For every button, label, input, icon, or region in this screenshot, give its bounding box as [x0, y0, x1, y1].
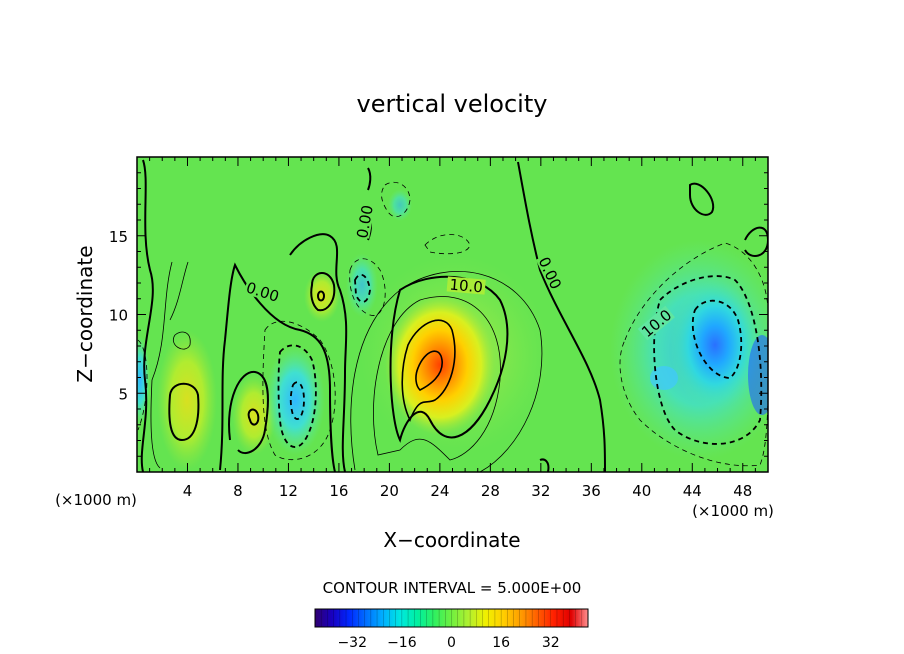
plot-area	[137, 157, 768, 472]
x-axis: 4 8 12 16 20 24 28 32 36 40 44 48	[149, 157, 756, 500]
contours-positive-thin	[150, 261, 543, 472]
x-tick-label: 8	[233, 482, 243, 500]
weak-downdraft-mid	[265, 345, 325, 455]
colorbar-frame	[314, 608, 589, 628]
colorbar: −32 −16 0 16 32	[314, 608, 589, 651]
contours-negative-thick	[277, 273, 763, 448]
contour-label-text: 10.0	[449, 276, 484, 297]
colorbar-tick-label: −32	[337, 635, 367, 651]
x-unit-right: (×1000 m)	[692, 502, 774, 520]
contours-core	[401, 319, 456, 422]
contour-label-text: 0.00	[353, 204, 377, 240]
colorbar-gridlines	[321, 609, 582, 627]
downdraft-edge	[748, 335, 768, 415]
colorbar-ticks: −32 −16 0 16 32	[337, 635, 559, 651]
x-tick-label: 12	[279, 482, 298, 500]
x-tick-label: 40	[632, 482, 651, 500]
contours-zero-thick	[140, 159, 768, 472]
contour-label: 0.00	[353, 204, 377, 240]
colorbar-tick-label: 32	[542, 635, 560, 651]
y-tick-label: 15	[109, 228, 128, 246]
x-tick-label: 36	[582, 482, 601, 500]
contour-label: 10.0	[446, 276, 486, 297]
colorbar-tick-label: 16	[492, 635, 510, 651]
contour-interval: CONTOUR INTERVAL = 5.000E+00	[323, 579, 582, 597]
y-tick-label: 5	[118, 385, 128, 403]
x-tick-label: 44	[683, 482, 702, 500]
downdraft-side	[650, 366, 678, 390]
y-axis: 5 10 15	[109, 172, 768, 457]
x-tick-label: 4	[183, 482, 193, 500]
x-tick-label: 28	[481, 482, 500, 500]
chart-title: vertical velocity	[357, 90, 548, 118]
colorbar-tick-label: 0	[447, 635, 456, 651]
x-tick-label: 24	[430, 482, 449, 500]
left-edge-downdraft	[137, 335, 150, 425]
y-axis-label: Z−coordinate	[73, 245, 97, 382]
downdraft-core	[670, 280, 760, 410]
weak-updraft-left	[157, 330, 217, 470]
x-tick-label: 48	[733, 482, 752, 500]
x-tick-label: 20	[380, 482, 399, 500]
x-axis-label: X−coordinate	[383, 528, 520, 552]
y-tick-label: 10	[109, 307, 128, 325]
x-tick-label: 16	[329, 482, 348, 500]
small-downdraft-top	[388, 189, 412, 221]
weak-updraft-mid	[232, 375, 276, 455]
x-unit-left: (×1000 m)	[55, 491, 137, 509]
weak-downdraft-upper	[346, 253, 378, 317]
updraft-core	[385, 295, 495, 435]
colorbar-tick-label: −16	[387, 635, 417, 651]
contours-negative	[137, 181, 768, 467]
x-tick-label: 32	[531, 482, 550, 500]
